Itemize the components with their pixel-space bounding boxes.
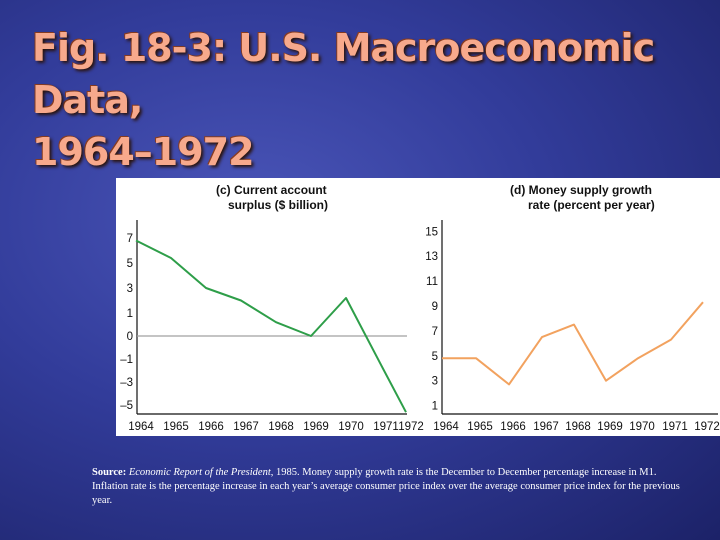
current-account-y-tick: –1 — [120, 354, 133, 366]
money-supply-y-tick: 15 — [425, 226, 438, 238]
current-account-y-tick: 5 — [127, 258, 133, 270]
money-supply-x-tick: 1970 — [629, 421, 655, 433]
current-account-title-line-1: (c) Current account — [216, 183, 327, 197]
current-account-x-tick: 1972 — [398, 421, 424, 433]
current-account-x-tick: 1969 — [303, 421, 329, 433]
source-publication: Economic Report of the President — [128, 467, 271, 478]
money-supply-x-tick: 1967 — [533, 421, 559, 433]
slide-title-line-2: 1964–1972 — [32, 130, 255, 174]
money-supply-x-tick: 1964 — [433, 421, 459, 433]
money-supply-x-tick: 1965 — [467, 421, 493, 433]
current-account-series-line — [135, 239, 407, 413]
current-account-x-ticks: 1964 1965 1966 1967 1968 1969 1970 1971 1972 — [128, 421, 424, 433]
money-supply-y-tick: 1 — [432, 401, 438, 413]
money-supply-x-tick: 1969 — [597, 421, 623, 433]
money-supply-title-line-1: (d) Money supply growth — [510, 183, 652, 197]
money-supply-y-tick: 7 — [432, 326, 438, 338]
money-supply-x-tick: 1971 — [662, 421, 688, 433]
current-account-y-tick: 7 — [127, 233, 133, 245]
charts-svg: (c) Current account surplus ($ billion) … — [120, 183, 720, 433]
current-account-x-tick: 1967 — [233, 421, 259, 433]
current-account-y-tick: –5 — [120, 400, 133, 412]
current-account-chart: (c) Current account surplus ($ billion) … — [120, 183, 424, 433]
chart-panel: (c) Current account surplus ($ billion) … — [116, 178, 720, 436]
money-supply-x-tick: 1966 — [500, 421, 526, 433]
money-supply-y-tick: 3 — [432, 376, 438, 388]
money-supply-x-ticks: 1964 1965 1966 1967 1968 1969 1970 1971 1972 — [433, 421, 720, 433]
money-supply-title-line-2: rate (percent per year) — [528, 198, 655, 212]
current-account-y-tick: 1 — [127, 308, 133, 320]
current-account-title-line-2: surplus ($ billion) — [228, 198, 328, 212]
money-supply-y-ticks: 15 13 11 9 7 5 3 1 — [425, 226, 438, 412]
money-supply-series-line — [442, 301, 704, 386]
source-label: Source: — [92, 467, 127, 478]
money-supply-y-tick: 13 — [425, 251, 438, 263]
slide-title-line-1: Fig. 18-3: U.S. Macroeconomic Data, — [32, 26, 655, 122]
slide-title: Fig. 18-3: U.S. Macroeconomic Data, 1964… — [32, 22, 712, 178]
money-supply-x-tick: 1968 — [565, 421, 591, 433]
money-supply-x-tick: 1972 — [694, 421, 720, 433]
source-note: Source: Economic Report of the President… — [92, 466, 692, 508]
current-account-y-tick: 3 — [127, 283, 133, 295]
current-account-x-tick: 1970 — [338, 421, 364, 433]
current-account-y-tick: –3 — [120, 377, 133, 389]
money-supply-chart: (d) Money supply growth rate (percent pe… — [425, 183, 720, 433]
source-text: , 1985. Money supply growth rate is the … — [92, 467, 680, 506]
current-account-x-tick: 1971 — [373, 421, 399, 433]
money-supply-y-tick: 5 — [432, 351, 438, 363]
money-supply-y-tick: 11 — [426, 276, 438, 288]
current-account-x-tick: 1968 — [268, 421, 294, 433]
money-supply-y-tick: 9 — [432, 301, 438, 313]
current-account-x-tick: 1966 — [198, 421, 224, 433]
current-account-y-tick: 0 — [127, 331, 133, 343]
current-account-x-tick: 1965 — [163, 421, 189, 433]
current-account-y-ticks: 7 5 3 1 0 –1 –3 –5 — [120, 233, 133, 412]
current-account-x-tick: 1964 — [128, 421, 154, 433]
